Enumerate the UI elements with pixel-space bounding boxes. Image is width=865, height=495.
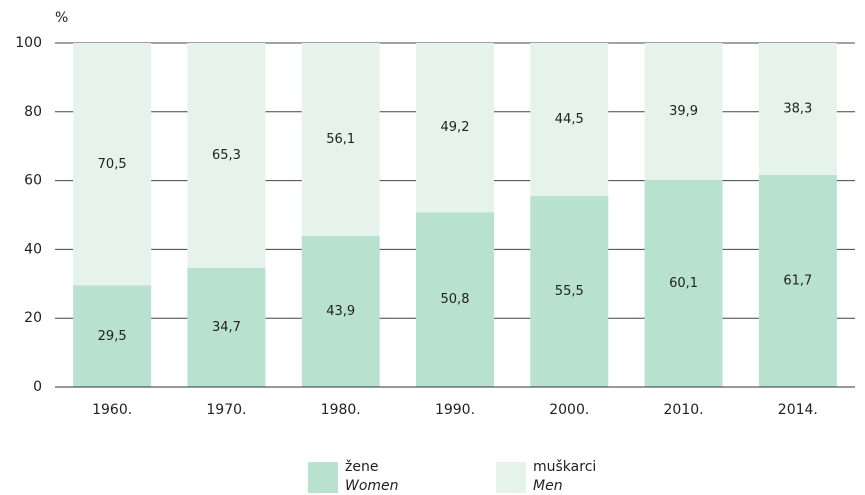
- legend-label: Men: [533, 478, 563, 494]
- data-label: 65,3: [212, 148, 241, 163]
- y-tick-label: 80: [24, 104, 42, 120]
- legend-label: Women: [345, 478, 399, 494]
- x-tick-label: 1960.: [92, 402, 132, 418]
- y-tick-label: 0: [33, 379, 42, 395]
- y-tick-label: 20: [24, 310, 42, 326]
- data-label: 34,7: [212, 320, 241, 335]
- bar-segment: [416, 43, 494, 213]
- data-label: 39,9: [669, 104, 698, 119]
- x-tick-label: 2000.: [549, 402, 589, 418]
- legend-label: žene: [345, 459, 378, 475]
- data-label: 55,5: [555, 284, 584, 299]
- data-label: 29,5: [98, 329, 127, 344]
- data-label: 61,7: [783, 273, 812, 288]
- legend-label: muškarci: [533, 459, 596, 475]
- data-label: 43,9: [326, 304, 355, 319]
- x-tick-label: 1990.: [435, 402, 475, 418]
- legend-swatch: [308, 462, 338, 493]
- data-label: 44,5: [555, 112, 584, 127]
- y-axis-label: %: [55, 10, 68, 26]
- x-tick-label: 1970.: [206, 402, 246, 418]
- bar-segment: [758, 43, 837, 175]
- y-tick-label: 60: [24, 173, 42, 189]
- x-tick-label: 2010.: [664, 402, 704, 418]
- bar-segment: [530, 43, 609, 197]
- bar-segment: [530, 196, 609, 387]
- data-label: 60,1: [669, 276, 698, 291]
- bar-segment: [758, 174, 837, 387]
- bar-segment: [187, 43, 266, 268]
- data-label: 38,3: [783, 101, 812, 116]
- bar-segment: [301, 43, 380, 236]
- data-label: 56,1: [326, 132, 355, 147]
- bar-segment: [187, 267, 266, 387]
- bar-segment: [301, 235, 380, 387]
- bar-segment: [73, 43, 152, 286]
- bar-segment: [644, 180, 723, 387]
- y-tick-label: 40: [24, 241, 42, 257]
- data-label: 49,2: [441, 120, 470, 135]
- bar-segment: [644, 43, 723, 181]
- y-tick-label: 100: [15, 35, 42, 51]
- data-label: 70,5: [98, 157, 127, 172]
- bar-segment: [73, 285, 152, 387]
- data-label: 50,8: [441, 292, 470, 307]
- x-tick-label: 2014.: [778, 402, 818, 418]
- legend-swatch: [496, 462, 526, 493]
- bar-segment: [416, 212, 494, 387]
- x-tick-label: 1980.: [321, 402, 361, 418]
